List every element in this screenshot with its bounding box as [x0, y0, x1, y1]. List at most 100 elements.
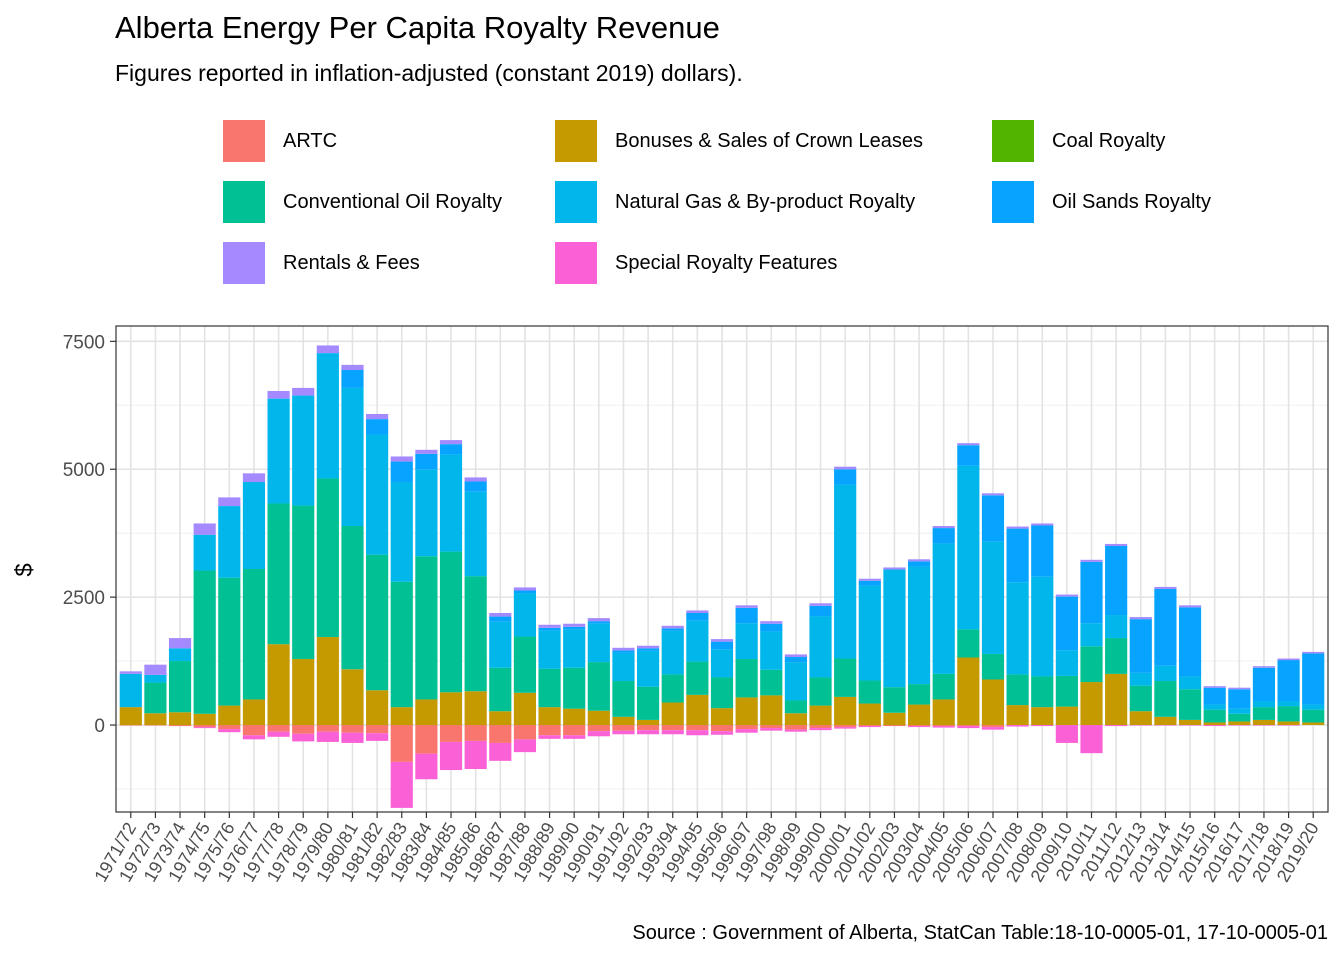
bar-segment [193, 523, 216, 535]
bar-segment [686, 612, 709, 621]
bar-segment [1228, 721, 1251, 726]
bar-segment [1302, 704, 1325, 710]
bar-segment [1006, 528, 1029, 583]
bar-segment [538, 725, 561, 736]
bar-segment [858, 578, 881, 581]
legend-item-natural-gas: Natural Gas & By-product Royalty [555, 181, 915, 223]
bar-segment [710, 725, 734, 732]
bar-segment [168, 638, 192, 649]
bar-segment [735, 605, 758, 608]
bar-segment [439, 440, 463, 445]
bar-segment [1154, 665, 1177, 682]
bar-segment [193, 725, 216, 728]
legend-key-artc [223, 120, 265, 162]
bar-segment [1105, 638, 1128, 674]
bar-segment [168, 712, 192, 726]
bar-segment [168, 648, 192, 662]
legend: ARTC Bonuses & Sales of Crown Leases Coa… [0, 0, 1344, 300]
bar-segment [390, 461, 413, 483]
bar-segment [834, 696, 857, 726]
bar-segment [612, 716, 635, 726]
bar-segment [760, 695, 783, 726]
bar-segment [661, 630, 684, 675]
bar-segment [1277, 700, 1300, 707]
bar-segment [1252, 666, 1276, 668]
legend-key-coal [992, 120, 1034, 162]
bar-segment [538, 627, 561, 631]
bar-segment [489, 612, 512, 617]
bar-segment [981, 495, 1005, 542]
bar-segment [563, 623, 586, 627]
bar-segment [1080, 725, 1103, 754]
bar-segment [292, 505, 315, 660]
bar-segment [267, 503, 290, 645]
legend-key-conventional-oil [223, 181, 265, 223]
bar-segment [661, 628, 684, 631]
bar-segment [563, 626, 586, 630]
bar-segment [1228, 689, 1251, 709]
y-axis-label: $ [11, 563, 38, 576]
bar-segment [784, 700, 807, 714]
bar-segment [710, 649, 734, 678]
bar-segment [637, 725, 660, 731]
bar-segment [316, 637, 339, 726]
bar-segment [341, 669, 364, 726]
bar-segment [242, 735, 266, 740]
bar-segment [1203, 687, 1226, 705]
bar-segment [1277, 706, 1300, 722]
bar-segment [168, 661, 192, 713]
bar-segment [1154, 588, 1177, 666]
bar-segment [144, 725, 167, 726]
bar-segment [1154, 725, 1177, 726]
bar-segment [415, 699, 438, 726]
bar-segment [1252, 707, 1276, 720]
legend-label-oil-sands: Oil Sands Royalty [1052, 190, 1211, 213]
bar-segment [1031, 525, 1054, 577]
bar-segment [1277, 721, 1300, 726]
bar-segment [981, 541, 1005, 654]
bar-segment [341, 725, 364, 733]
bar-segment [784, 656, 807, 663]
bar-segment [1178, 607, 1202, 677]
bar-segment [390, 725, 413, 762]
bar-segment [193, 570, 216, 714]
bar-segment [1228, 725, 1251, 726]
bar-segment [981, 653, 1005, 680]
bar-segment [1277, 658, 1300, 661]
bar-segment [1129, 711, 1152, 726]
bar-segment [1252, 667, 1276, 701]
bar-segment [489, 725, 512, 743]
bar-segment [218, 729, 241, 733]
bar-segment [710, 641, 734, 650]
bar-segment [218, 497, 241, 507]
bar-segment [119, 671, 142, 674]
legend-item-bonuses: Bonuses & Sales of Crown Leases [555, 120, 923, 162]
bar-segment [612, 647, 635, 651]
bar-segment [784, 725, 807, 730]
bar-segment [686, 620, 709, 662]
bar-segment [144, 664, 167, 675]
bar-segment [981, 679, 1005, 726]
bar-segment [242, 569, 266, 700]
bar-segment [439, 454, 463, 552]
bar-segment [686, 694, 709, 726]
chart-title: Alberta Energy Per Capita Royalty Revenu… [115, 10, 720, 45]
bar-segment [366, 690, 389, 726]
legend-label-bonuses: Bonuses & Sales of Crown Leases [615, 129, 923, 152]
bar-segment [735, 623, 758, 660]
bar-segment [415, 453, 438, 470]
bar-segment [1228, 708, 1251, 714]
legend-key-bonuses [555, 120, 597, 162]
bar-segment [563, 667, 586, 709]
bar-segment [489, 616, 512, 622]
bar-segment [710, 677, 734, 709]
bar-segment [760, 725, 783, 729]
bar-segment [858, 703, 881, 726]
legend-item-coal: Coal Royalty [992, 120, 1165, 162]
bar-segment [1031, 725, 1054, 727]
bar-segment [168, 725, 192, 727]
bar-segment [1129, 725, 1152, 726]
bar-segment [809, 728, 832, 731]
bar-segment [218, 506, 241, 578]
bar-segment [834, 466, 857, 470]
